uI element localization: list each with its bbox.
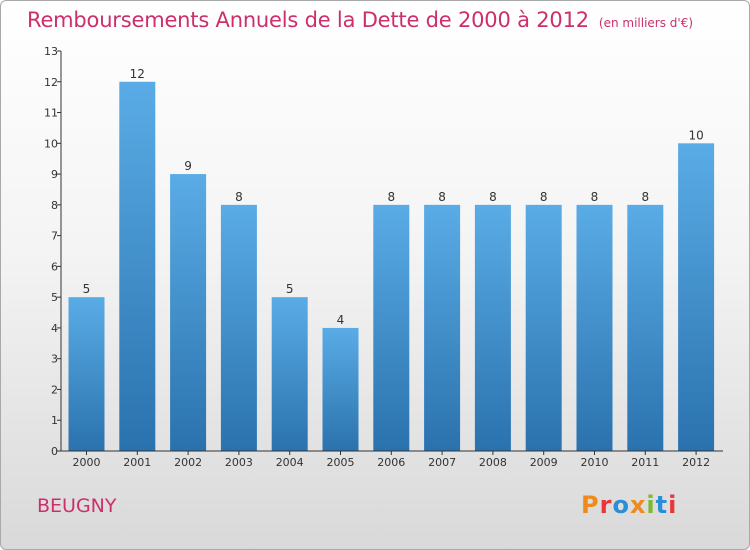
bar-value-label-2010: 8	[591, 190, 599, 204]
bar-2007	[424, 204, 461, 451]
y-tick-label-4: 4	[51, 322, 58, 335]
x-tick-label-2001: 2001	[123, 456, 151, 469]
y-tick-label-1: 1	[51, 414, 58, 427]
y-tick-label-13: 13	[44, 45, 58, 58]
bar-2010	[576, 204, 613, 451]
x-tick-label-2002: 2002	[174, 456, 202, 469]
y-tick-label-2: 2	[51, 383, 58, 396]
bar-2006	[373, 204, 410, 451]
bar-value-label-2001: 12	[130, 67, 145, 81]
x-tick-label-2010: 2010	[581, 456, 609, 469]
bar-value-label-2003: 8	[235, 190, 243, 204]
logo-letter: i	[668, 491, 678, 519]
y-tick-label-12: 12	[44, 76, 58, 89]
bar-2000	[68, 297, 105, 451]
chart-title: Remboursements Annuels de la Dette de 20…	[27, 8, 589, 32]
y-tick-label-9: 9	[51, 168, 58, 181]
bar-2008	[474, 204, 511, 451]
bar-2005	[322, 327, 359, 451]
x-tick-label-2003: 2003	[225, 456, 253, 469]
y-tick-label-7: 7	[51, 230, 58, 243]
y-tick-label-11: 11	[44, 107, 58, 120]
y-tick-label-0: 0	[51, 445, 58, 458]
bar-value-label-2000: 5	[83, 282, 91, 296]
logo-letter: r	[599, 491, 613, 519]
bar-2001	[119, 81, 156, 452]
x-tick-label-2007: 2007	[428, 456, 456, 469]
bar-value-label-2007: 8	[438, 190, 446, 204]
bar-2003	[220, 204, 257, 451]
y-tick-label-6: 6	[51, 260, 58, 273]
x-tick-label-2005: 2005	[327, 456, 355, 469]
y-tick-label-5: 5	[51, 291, 58, 304]
x-tick-label-2008: 2008	[479, 456, 507, 469]
logo-letter: o	[612, 491, 630, 519]
chart-unit: (en milliers d'€)	[598, 16, 694, 30]
bar-value-label-2009: 8	[540, 190, 548, 204]
bar-2004	[271, 297, 308, 451]
chart-title-block: Remboursements Annuels de la Dette de 20…	[27, 8, 693, 32]
x-tick-label-2006: 2006	[377, 456, 405, 469]
y-tick-label-10: 10	[44, 137, 58, 150]
proxiti-logo: Proxiti	[581, 491, 677, 519]
bar-2012	[678, 143, 715, 452]
y-tick-label-3: 3	[51, 353, 58, 366]
logo-letter: i	[646, 491, 656, 519]
bar-value-label-2002: 9	[184, 159, 192, 173]
bar-value-label-2011: 8	[641, 190, 649, 204]
logo-letter: x	[629, 491, 647, 519]
x-tick-label-2012: 2012	[682, 456, 710, 469]
x-tick-label-2004: 2004	[276, 456, 304, 469]
bar-value-label-2008: 8	[489, 190, 497, 204]
bar-value-label-2012: 10	[688, 128, 703, 142]
x-tick-label-2011: 2011	[631, 456, 659, 469]
bar-2009	[525, 204, 562, 451]
bars-group: 5 12 9 8 5 4 8 8 8 8 8 8 10	[68, 67, 715, 452]
y-tick-label-8: 8	[51, 199, 58, 212]
x-tick-label-2000: 2000	[73, 456, 101, 469]
logo-letter: t	[655, 491, 669, 519]
bar-2011	[627, 204, 664, 451]
x-tick-label-2009: 2009	[530, 456, 558, 469]
bar-value-label-2005: 4	[337, 313, 345, 327]
axes-group: 2000 2001 2002 2003 2004 2005 2006 2007 2008 2009…	[44, 45, 723, 469]
bar-2002	[170, 174, 207, 452]
bar-value-label-2006: 8	[387, 190, 395, 204]
commune-name: BEUGNY	[37, 495, 117, 517]
logo-letter: P	[581, 491, 600, 519]
bar-value-label-2004: 5	[286, 282, 294, 296]
